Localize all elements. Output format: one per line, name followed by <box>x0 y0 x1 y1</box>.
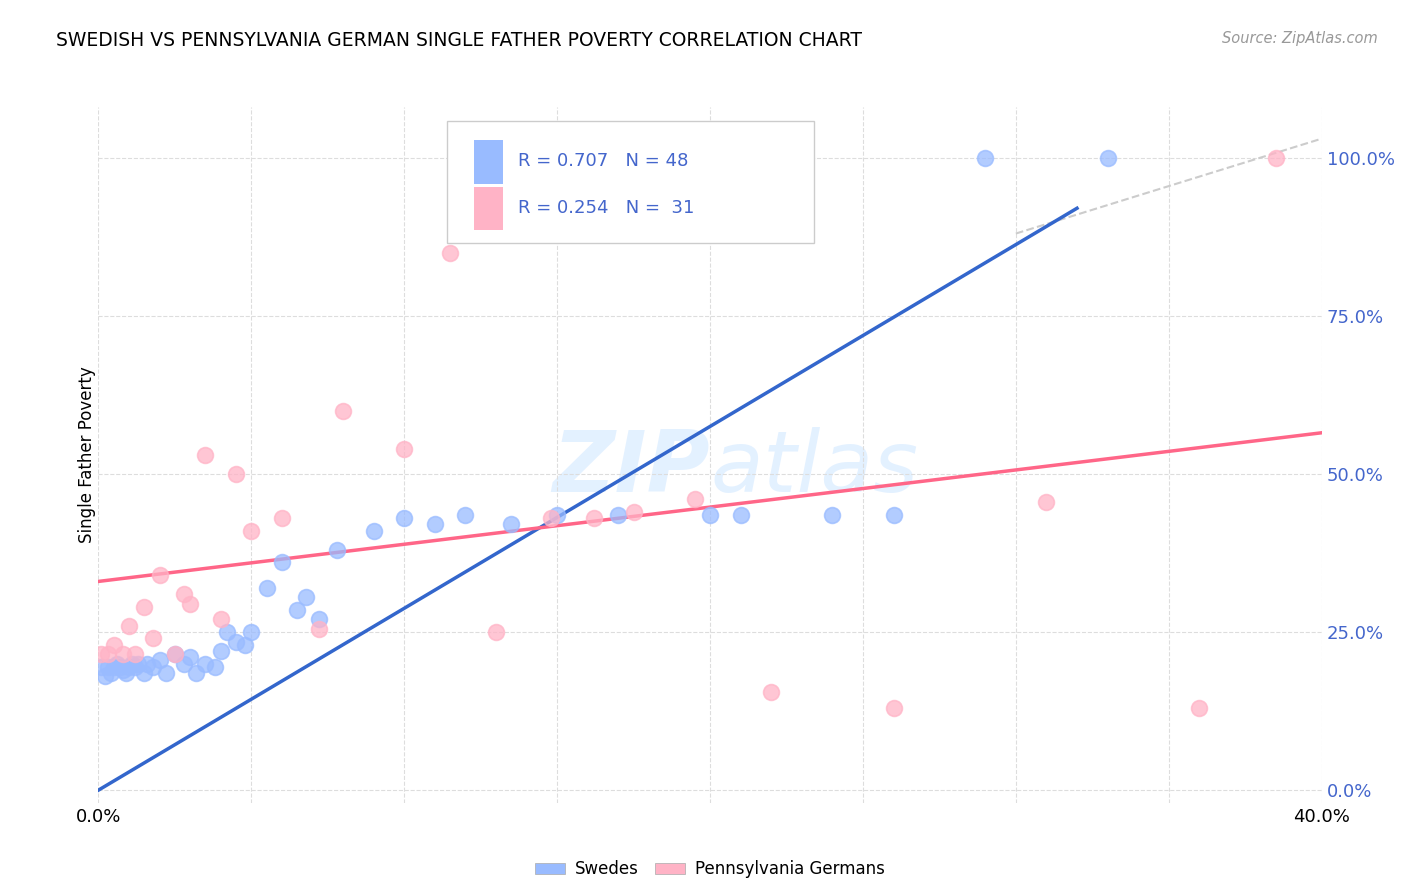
Point <box>100 666 122 681</box>
Point <box>423 517 446 532</box>
Point <box>546 508 568 522</box>
Point <box>699 508 721 522</box>
Point <box>821 508 844 522</box>
Point <box>103 638 125 652</box>
Point <box>155 666 177 681</box>
Point <box>501 517 523 532</box>
Point <box>173 587 195 601</box>
Point <box>540 511 562 525</box>
Point <box>240 625 263 640</box>
Point <box>179 650 201 665</box>
Point <box>454 508 477 522</box>
Point <box>582 511 605 525</box>
Point <box>270 511 292 525</box>
Point <box>209 644 232 658</box>
Point <box>124 647 146 661</box>
Point <box>392 511 416 525</box>
Point <box>240 524 263 538</box>
Point <box>173 657 195 671</box>
Point <box>142 660 165 674</box>
Point <box>308 622 330 636</box>
Point <box>623 505 645 519</box>
Text: R = 0.254   N =  31: R = 0.254 N = 31 <box>517 199 695 217</box>
Point <box>90 647 112 661</box>
Point <box>285 603 308 617</box>
Point <box>363 524 385 538</box>
Point <box>186 666 208 681</box>
FancyBboxPatch shape <box>474 140 503 184</box>
Point <box>392 442 416 456</box>
Point <box>209 612 232 626</box>
Point <box>233 638 256 652</box>
Text: atlas: atlas <box>710 427 918 510</box>
Point <box>149 568 172 582</box>
Point <box>883 508 905 522</box>
Text: SWEDISH VS PENNSYLVANIA GERMAN SINGLE FATHER POVERTY CORRELATION CHART: SWEDISH VS PENNSYLVANIA GERMAN SINGLE FA… <box>56 31 862 50</box>
Point <box>256 581 278 595</box>
Point <box>111 663 134 677</box>
Point <box>974 151 997 165</box>
Point <box>108 660 131 674</box>
Point <box>332 403 354 417</box>
Point <box>215 625 238 640</box>
Point <box>1035 495 1057 509</box>
Point <box>295 591 318 605</box>
Text: Source: ZipAtlas.com: Source: ZipAtlas.com <box>1222 31 1378 46</box>
Point <box>308 612 330 626</box>
Point <box>607 508 630 522</box>
Point <box>1264 151 1286 165</box>
Legend: Swedes, Pennsylvania Germans: Swedes, Pennsylvania Germans <box>529 854 891 885</box>
FancyBboxPatch shape <box>447 121 814 243</box>
Text: ZIP: ZIP <box>553 427 710 510</box>
Point <box>142 632 165 646</box>
FancyBboxPatch shape <box>474 187 503 230</box>
Point <box>136 657 159 671</box>
Point <box>225 467 247 481</box>
Point <box>883 701 905 715</box>
Point <box>1188 701 1211 715</box>
Point <box>118 660 141 674</box>
Point <box>730 508 752 522</box>
Point <box>93 669 115 683</box>
Point <box>134 666 156 681</box>
Point <box>204 660 226 674</box>
Point <box>111 647 134 661</box>
Point <box>163 647 186 661</box>
Point <box>194 448 217 462</box>
Point <box>179 597 201 611</box>
Point <box>124 660 146 674</box>
Point <box>134 599 156 614</box>
Y-axis label: Single Father Poverty: Single Father Poverty <box>79 367 96 543</box>
Point <box>115 666 138 681</box>
Point <box>225 634 247 648</box>
Point <box>326 542 349 557</box>
Point <box>149 653 172 667</box>
Point <box>118 618 141 632</box>
Point <box>105 657 128 671</box>
Point <box>121 657 143 671</box>
Point <box>1097 151 1119 165</box>
Point <box>194 657 217 671</box>
Point <box>127 657 149 671</box>
Point <box>90 660 112 674</box>
Point <box>270 556 292 570</box>
Point <box>439 245 461 260</box>
Point <box>97 647 120 661</box>
Point <box>485 625 508 640</box>
Point <box>97 660 120 674</box>
Point <box>103 660 125 674</box>
Point <box>759 685 782 699</box>
Point <box>163 647 186 661</box>
Text: R = 0.707   N = 48: R = 0.707 N = 48 <box>517 152 689 169</box>
Point <box>683 492 706 507</box>
